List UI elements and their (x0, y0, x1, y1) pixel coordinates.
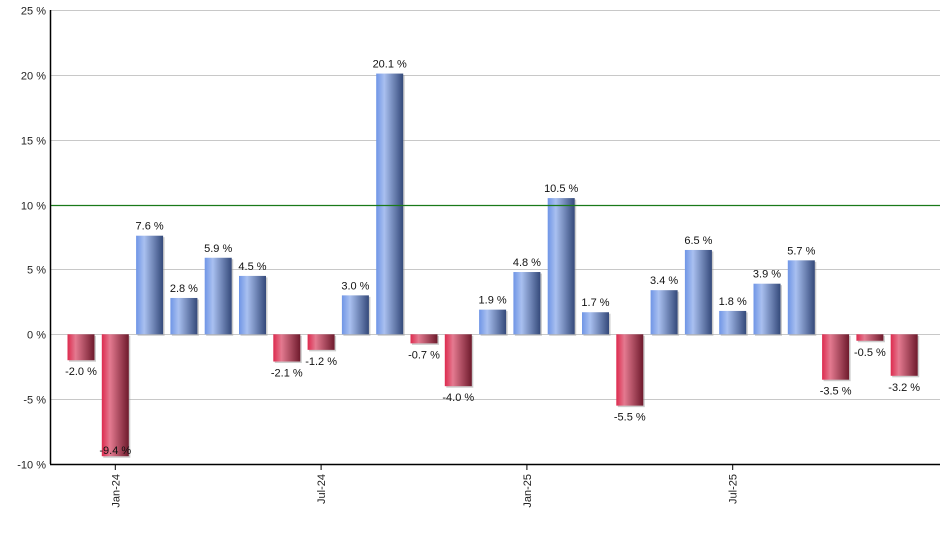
value-label: 10.5 % (544, 183, 578, 195)
y-tick-label: 15 % (21, 136, 46, 148)
y-tick-label: -10 % (17, 460, 46, 472)
bar (547, 198, 575, 335)
value-label: -2.0 % (65, 366, 97, 378)
value-label: 5.9 % (204, 243, 232, 255)
value-label: 6.5 % (684, 235, 712, 247)
bar (822, 334, 850, 380)
value-label: 3.4 % (650, 275, 678, 287)
bar (136, 235, 164, 335)
x-tick-label: Jan-25 (522, 474, 534, 508)
bar (684, 249, 712, 335)
value-label: -4.0 % (442, 392, 474, 404)
value-label: 5.7 % (787, 245, 815, 257)
value-label: 4.8 % (513, 257, 541, 269)
bar (719, 310, 747, 335)
x-tick-label: Jul-25 (728, 474, 740, 504)
bar (307, 334, 335, 350)
value-label: -5.5 % (614, 412, 646, 424)
bar (444, 334, 472, 387)
value-label: 1.8 % (719, 296, 747, 308)
bar (67, 334, 95, 361)
value-label: 3.9 % (753, 269, 781, 281)
value-label: -1.2 % (305, 356, 337, 368)
gridlines (50, 10, 940, 465)
value-label: -3.5 % (820, 386, 852, 398)
bar (239, 275, 266, 335)
bar (650, 290, 678, 335)
bar (170, 297, 198, 335)
value-label: -2.1 % (271, 368, 303, 380)
value-label: -0.5 % (854, 347, 886, 359)
bar (753, 283, 781, 335)
bar (513, 272, 541, 335)
bar (616, 334, 644, 406)
bar (856, 334, 884, 341)
bar (479, 309, 507, 335)
axes (49, 10, 940, 466)
value-label: -0.7 % (408, 349, 440, 361)
y-tick-label: 5 % (27, 265, 46, 277)
value-label: 4.5 % (238, 261, 266, 273)
value-label: 3.0 % (341, 280, 369, 292)
bars (67, 73, 920, 458)
x-axis-ticks: Jan-24 Jul-24 Jan-25 Jul-25 (110, 464, 740, 508)
value-label: -9.4 % (99, 445, 131, 457)
value-label: 7.6 % (136, 221, 164, 233)
x-tick-label: Jul-24 (316, 474, 328, 504)
bar (273, 334, 301, 362)
y-tick-label: 0 % (27, 330, 46, 342)
value-label: 20.1 % (373, 59, 407, 71)
x-tick-label: Jan-24 (110, 474, 122, 508)
value-label: 1.9 % (479, 295, 507, 307)
bar (787, 260, 815, 335)
value-label: 1.7 % (581, 297, 609, 309)
value-labels: -2.0 % -9.4 % 7.6 % 2.8 % 5.9 % 4.5 % -2.1 %-1… (65, 59, 920, 457)
y-tick-label: 20 % (21, 71, 46, 83)
y-tick-label: -5 % (23, 395, 46, 407)
bar (341, 295, 369, 335)
y-tick-label: 10 % (21, 201, 46, 213)
bar (376, 73, 404, 335)
bar (410, 334, 438, 344)
bar (204, 257, 232, 335)
bar (890, 334, 918, 376)
y-tick-label: 25 % (21, 6, 46, 18)
bar (582, 312, 609, 335)
y-axis-ticks: -10 % -5 % 0 % 5 % 10 % 15 % 20 % 25 % (17, 6, 46, 472)
value-label: 2.8 % (170, 283, 198, 295)
bar (101, 334, 129, 457)
value-label: -3.2 % (888, 382, 920, 394)
